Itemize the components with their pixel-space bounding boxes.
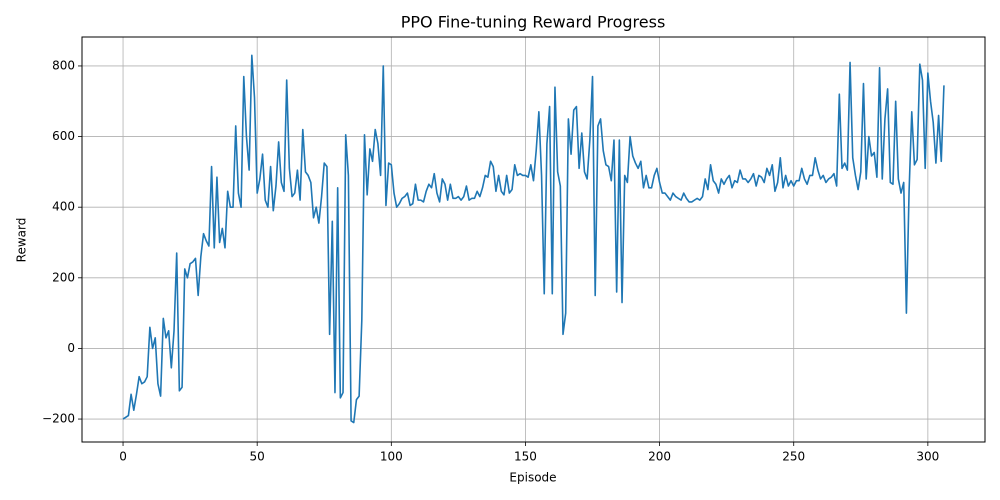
reward-line [122,54,945,424]
x-tick-label: 250 [782,450,805,464]
y-tick-label: 800 [52,58,75,72]
y-tick-label: −200 [42,412,75,426]
x-axis-label: Episode [509,471,556,485]
x-tick-label: 150 [514,450,537,464]
y-tick-label: 400 [52,200,75,214]
plot-area [122,54,945,424]
x-tick-label: 100 [380,450,403,464]
axes-frame [81,36,986,443]
y-tick-label: 600 [52,129,75,143]
x-tick-label: 0 [119,450,127,464]
chart-title: PPO Fine-tuning Reward Progress [401,13,666,32]
x-tick-label: 200 [648,450,671,464]
x-tick-label: 300 [916,450,939,464]
y-axis-label: Reward [15,218,29,263]
x-tick-label: 50 [250,450,265,464]
y-tick-label: 0 [67,341,75,355]
y-tick-label: 200 [52,270,75,284]
